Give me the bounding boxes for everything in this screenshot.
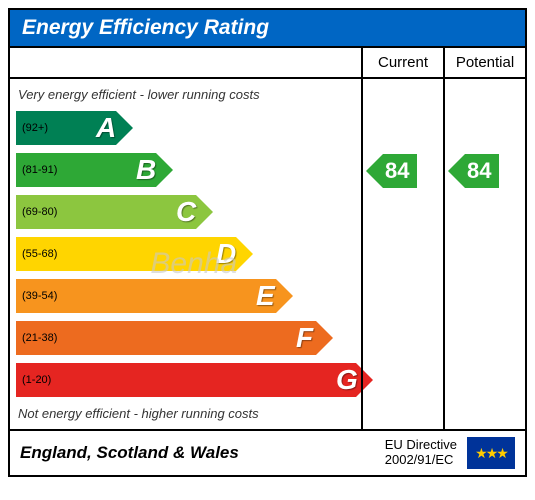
directive-code: 2002/91/EC (385, 452, 454, 467)
band-bar-a: (92+)A (16, 111, 133, 145)
column-current: 84 (361, 79, 443, 429)
band-row-g: (1-20)G (16, 360, 361, 400)
band-arrow-tip (116, 111, 133, 145)
band-bar-f: (21-38)F (16, 321, 333, 355)
band-arrow-tip (316, 321, 333, 355)
current-pointer: 84 (366, 154, 417, 188)
title-bar: Energy Efficiency Rating (10, 10, 525, 46)
column-potential: 84 (443, 79, 525, 429)
band-range-label: (81-91) (16, 153, 156, 187)
footer-region: England, Scotland & Wales (20, 443, 375, 463)
band-range-label: (21-38) (16, 321, 316, 355)
potential-pointer: 84 (448, 154, 499, 188)
note-top: Very energy efficient - lower running co… (10, 83, 361, 106)
band-row-c: (69-80)C (16, 192, 361, 232)
band-row-e: (39-54)E (16, 276, 361, 316)
band-row-d: (55-68)D (16, 234, 361, 274)
band-range-label: (39-54) (16, 279, 276, 313)
pointer-value: 84 (465, 154, 499, 188)
band-bar-e: (39-54)E (16, 279, 293, 313)
header-potential: Potential (443, 48, 525, 77)
band-letter: A (96, 111, 116, 145)
chart-bands-area: Very energy efficient - lower running co… (10, 79, 361, 429)
band-letter: E (256, 279, 275, 313)
directive-label: EU Directive (385, 437, 457, 452)
band-letter: G (336, 363, 358, 397)
note-bottom: Not energy efficient - higher running co… (10, 402, 361, 425)
band-bar-g: (1-20)G (16, 363, 373, 397)
band-arrow-tip (236, 237, 253, 271)
band-letter: D (216, 237, 236, 271)
band-arrow-tip (276, 279, 293, 313)
band-arrow-tip (156, 153, 173, 187)
band-bar-d: (55-68)D (16, 237, 253, 271)
chart-body: Very energy efficient - lower running co… (10, 79, 525, 429)
band-letter: F (296, 321, 313, 355)
header-row: Current Potential (10, 46, 525, 79)
pointer-value: 84 (383, 154, 417, 188)
epc-chart: Energy Efficiency Rating Current Potenti… (8, 8, 527, 477)
band-letter: B (136, 153, 156, 187)
band-letter: C (176, 195, 196, 229)
band-bar-c: (69-80)C (16, 195, 213, 229)
band-row-a: (92+)A (16, 108, 361, 148)
band-row-f: (21-38)F (16, 318, 361, 358)
band-range-label: (69-80) (16, 195, 196, 229)
pointer-arrow-tip (366, 154, 383, 188)
pointer-arrow-tip (448, 154, 465, 188)
footer-directive: EU Directive 2002/91/EC (385, 438, 457, 468)
eu-flag-icon: ★★★ (467, 437, 515, 469)
header-spacer (10, 48, 361, 77)
band-bar-b: (81-91)B (16, 153, 173, 187)
title-text: Energy Efficiency Rating (22, 16, 269, 39)
band-arrow-tip (196, 195, 213, 229)
band-range-label: (1-20) (16, 363, 356, 397)
header-current: Current (361, 48, 443, 77)
footer: England, Scotland & Wales EU Directive 2… (10, 429, 525, 475)
band-row-b: (81-91)B (16, 150, 361, 190)
band-range-label: (55-68) (16, 237, 236, 271)
